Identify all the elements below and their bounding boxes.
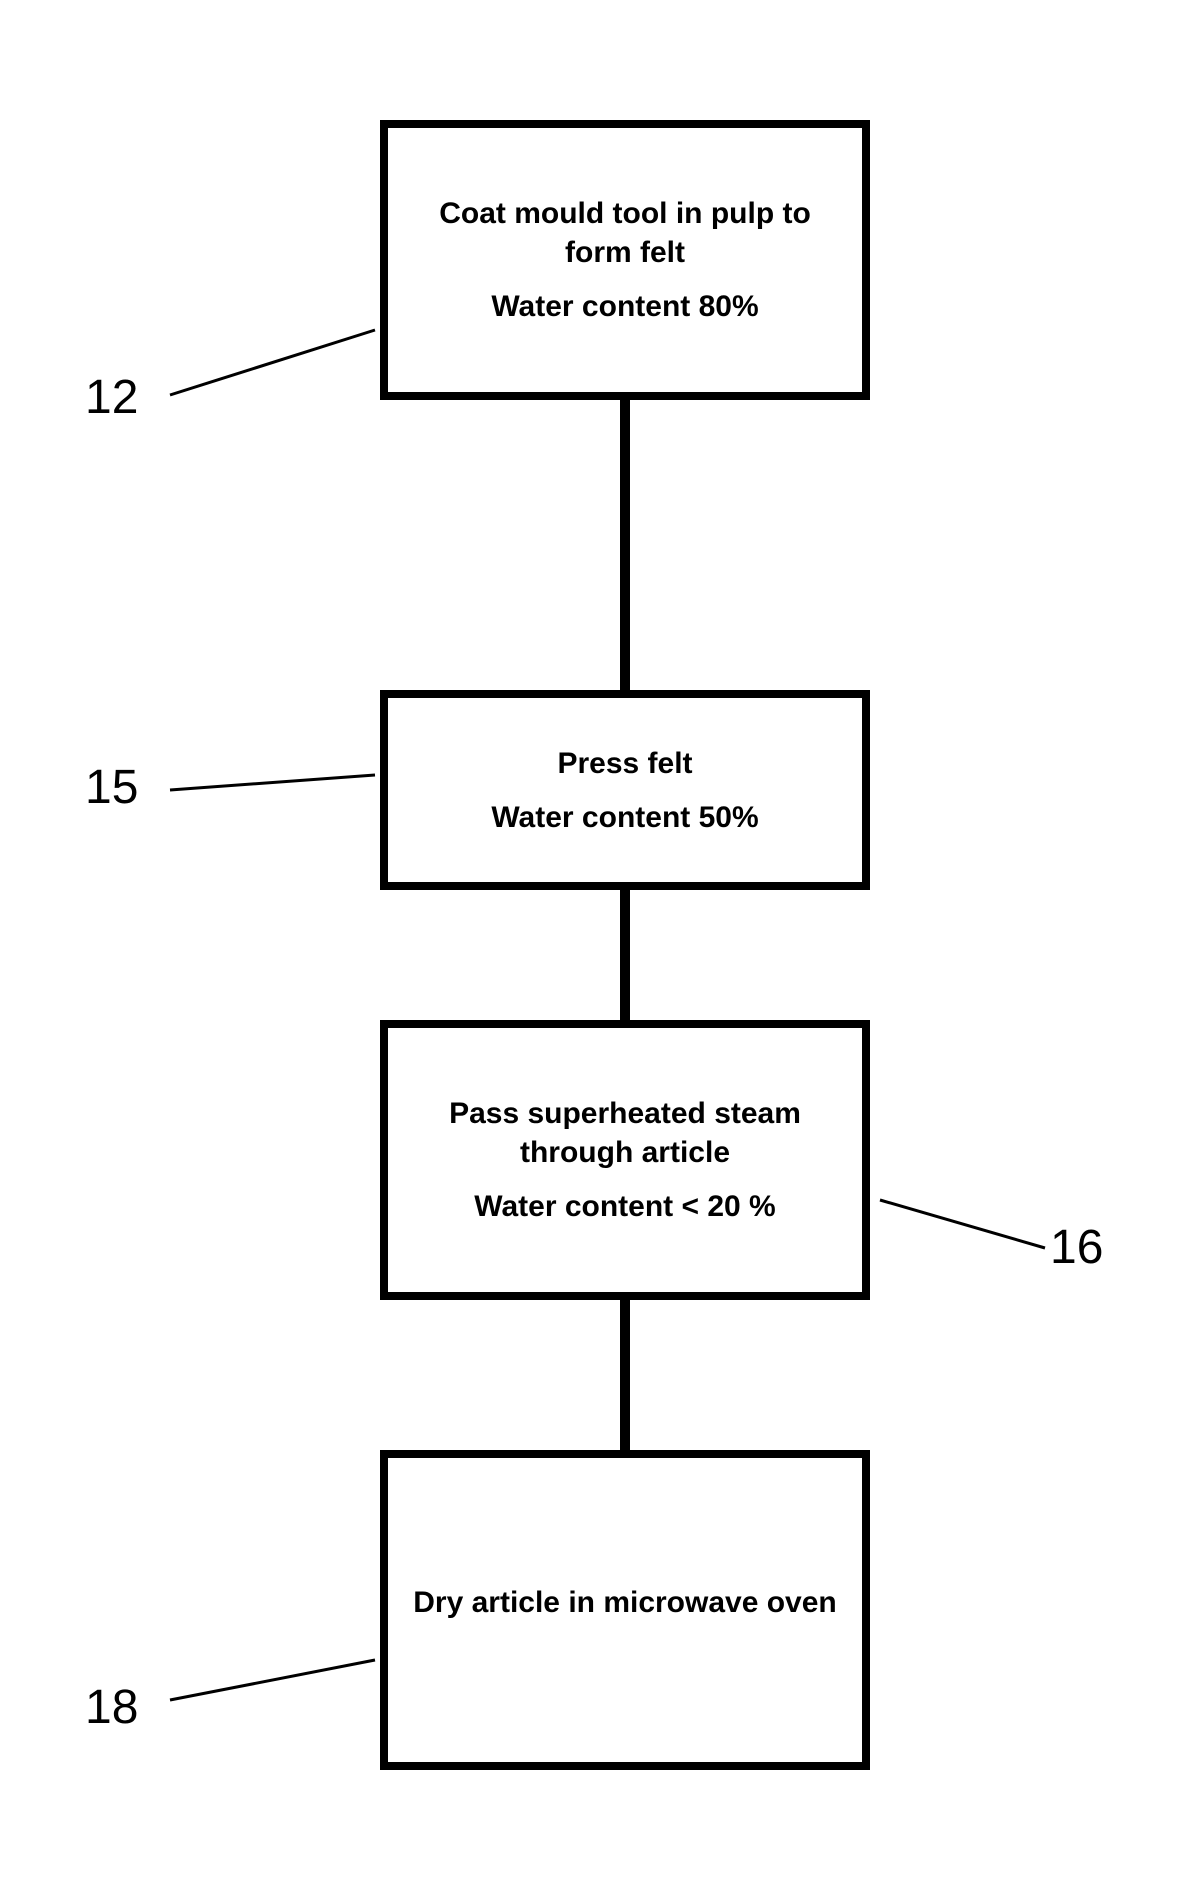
leader-line-18 — [170, 1660, 375, 1700]
node-4-title: Dry article in microwave oven — [413, 1583, 837, 1622]
label-16: 16 — [1050, 1220, 1103, 1275]
flowchart-node-4: Dry article in microwave oven — [380, 1450, 870, 1770]
node-1-subtitle: Water content 80% — [491, 287, 758, 326]
leader-line-16 — [880, 1200, 1045, 1248]
node-3-title: Pass superheated steam through article — [408, 1094, 842, 1172]
flowchart-node-2: Press felt Water content 50% — [380, 690, 870, 890]
connector-1-2 — [620, 400, 630, 690]
node-2-subtitle: Water content 50% — [491, 798, 758, 837]
connector-3-4 — [620, 1300, 630, 1450]
label-12: 12 — [85, 370, 138, 425]
leader-line-15 — [170, 775, 375, 790]
flowchart-node-1: Coat mould tool in pulp to form felt Wat… — [380, 120, 870, 400]
node-2-title: Press felt — [557, 744, 692, 783]
connector-2-3 — [620, 890, 630, 1020]
node-3-subtitle: Water content < 20 % — [474, 1187, 775, 1226]
leader-line-12 — [170, 330, 375, 395]
node-1-title: Coat mould tool in pulp to form felt — [408, 194, 842, 272]
label-15: 15 — [85, 760, 138, 815]
flowchart-node-3: Pass superheated steam through article W… — [380, 1020, 870, 1300]
label-18: 18 — [85, 1680, 138, 1735]
flowchart-container: Coat mould tool in pulp to form felt Wat… — [0, 0, 1188, 1884]
